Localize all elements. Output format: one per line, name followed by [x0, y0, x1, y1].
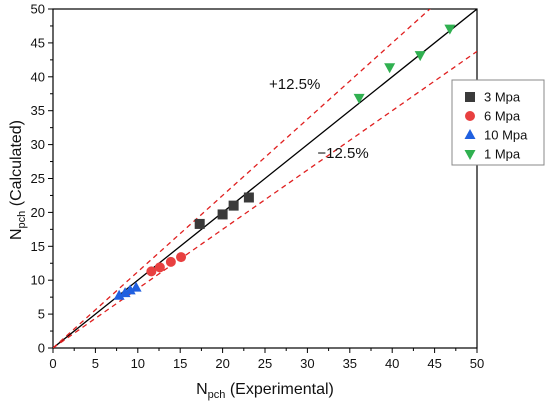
point-10-mpa: [124, 284, 136, 295]
reference-line-2: [53, 50, 477, 348]
legend-label-3-mpa: 3 Mpa: [484, 90, 521, 105]
y-tick-label: 20: [31, 205, 45, 220]
x-tick-label: 20: [215, 356, 229, 371]
x-tick-label: 0: [49, 356, 56, 371]
legend: 3 Mpa 6 Mpa 10 Mpa 1 Mpa: [451, 79, 545, 166]
y-tick-label: 40: [31, 69, 45, 84]
point-10-mpa: [119, 287, 131, 298]
point-6-mpa: [146, 266, 157, 277]
y-tick-label: 15: [31, 239, 45, 254]
legend-label-10-mpa: 10 Mpa: [484, 128, 528, 143]
y-tick-label: 10: [31, 273, 45, 288]
point-1-mpa: [444, 24, 456, 35]
point-10-mpa: [130, 281, 142, 292]
annotation-1: −12.5%: [317, 145, 368, 162]
point-6-mpa: [165, 256, 176, 267]
legend-marker-6-mpa: [465, 111, 475, 121]
legend-marker-10-mpa: [464, 129, 476, 139]
y-tick-label: 30: [31, 137, 45, 152]
x-tick-label: 10: [131, 356, 145, 371]
point-1-mpa: [353, 93, 365, 104]
y-tick-label: 45: [31, 35, 45, 50]
x-tick-label: 5: [92, 356, 99, 371]
point-3-mpa: [243, 192, 254, 203]
point-3-mpa: [194, 218, 205, 229]
point-1-mpa: [384, 63, 396, 74]
x-tick-label: 35: [343, 356, 357, 371]
point-1-mpa: [414, 51, 426, 62]
annotation-0: +12.5%: [269, 76, 320, 93]
y-tick-label: 35: [31, 103, 45, 118]
x-axis-ticks: 0 5 10 15 20 25 30 35 40 45 50: [49, 348, 484, 371]
annotations: +12.5% −12.5%: [269, 76, 369, 162]
legend-marker-1-mpa: [464, 150, 476, 160]
point-6-mpa: [176, 252, 187, 263]
y-tick-label: 5: [38, 307, 45, 322]
x-tick-label: 45: [427, 356, 441, 371]
x-tick-label: 30: [300, 356, 314, 371]
x-axis-title: Npch (Experimental): [196, 381, 334, 401]
data-points: [113, 24, 456, 300]
y-axis-ticks: 0 5 10 15 20 25 30 35 40 45 50: [31, 2, 53, 356]
legend-label-1-mpa: 1 Mpa: [484, 147, 521, 162]
x-tick-label: 25: [258, 356, 272, 371]
legend-marker-3-mpa: [465, 92, 475, 102]
x-tick-label: 40: [385, 356, 399, 371]
y-tick-label: 25: [31, 171, 45, 186]
point-6-mpa: [154, 262, 165, 273]
point-3-mpa: [217, 209, 228, 220]
x-tick-label: 50: [470, 356, 484, 371]
legend-label-6-mpa: 6 Mpa: [484, 109, 521, 124]
x-tick-label: 15: [173, 356, 187, 371]
point-10-mpa: [113, 289, 125, 300]
y-tick-label: 0: [38, 341, 45, 356]
y-axis-title: Npch (Calculated): [8, 120, 28, 240]
y-tick-label: 50: [31, 2, 45, 17]
point-3-mpa: [228, 200, 239, 211]
